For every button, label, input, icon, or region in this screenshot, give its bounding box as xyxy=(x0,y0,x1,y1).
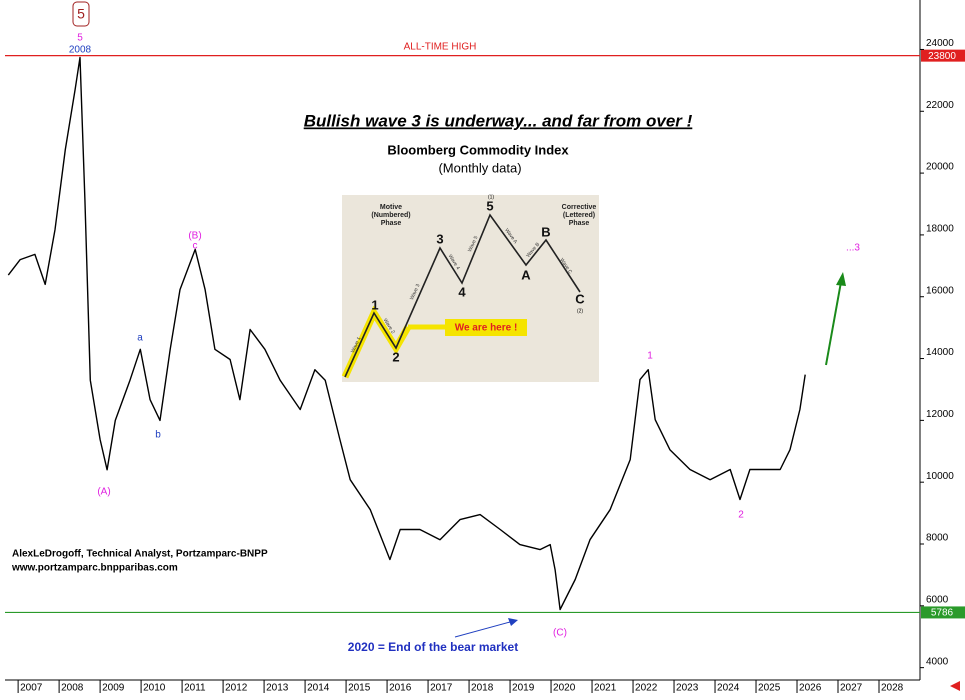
x-tick-label: 2014 xyxy=(307,683,330,694)
inset-label: (Numbered) xyxy=(371,212,410,219)
x-tick-label: 2020 xyxy=(553,683,576,694)
inset-label: (Lettered) xyxy=(563,212,595,219)
price-line xyxy=(7,56,806,611)
wave-label: a xyxy=(137,333,143,344)
wave-label: 2 xyxy=(738,510,744,521)
x-tick-label: 2021 xyxy=(594,683,617,694)
sub-label: (1) xyxy=(488,194,494,200)
author: AlexLeDrogoff, Technical Analyst, Portza… xyxy=(12,549,268,560)
inset-bg xyxy=(342,195,599,382)
x-tick-label: 2012 xyxy=(225,683,248,694)
y-tick-label: 20000 xyxy=(926,162,954,173)
price-box xyxy=(921,49,965,62)
inset-label: Phase xyxy=(381,220,402,227)
inset-label: Phase xyxy=(569,220,590,227)
x-tick-label: 2017 xyxy=(430,683,453,694)
x-tick-label: 2028 xyxy=(881,683,904,694)
wave-point: 5 xyxy=(486,198,493,213)
x-tick-label: 2013 xyxy=(266,683,289,694)
y-tick-label: 4000 xyxy=(926,656,949,667)
x-tick-label: 2027 xyxy=(840,683,863,694)
subtitle: (Monthly data) xyxy=(438,160,521,175)
y-tick-label: 18000 xyxy=(926,224,954,235)
arrow-head xyxy=(836,272,846,286)
here-label: We are here ! xyxy=(455,323,518,334)
y-tick-label: 22000 xyxy=(926,100,954,111)
website: www.portzamparc.bnpparibas.com xyxy=(11,563,178,574)
y-tick-label: 6000 xyxy=(926,594,949,605)
y-tick-label: 12000 xyxy=(926,409,954,420)
top-wave: 5 xyxy=(77,6,85,22)
wave-label: ...3 xyxy=(846,243,860,254)
price-label: 23800 xyxy=(928,51,956,62)
wave-point: 1 xyxy=(371,297,378,312)
peak-year: 2008 xyxy=(69,45,92,56)
wave-label: (B) xyxy=(188,231,201,242)
wave-point: 3 xyxy=(436,231,443,246)
wave-label: c xyxy=(193,241,198,252)
x-tick-label: 2025 xyxy=(758,683,781,694)
x-tick-label: 2015 xyxy=(348,683,371,694)
y-tick-label: 24000 xyxy=(926,38,954,49)
wave-path xyxy=(344,213,581,378)
x-tick-label: 2019 xyxy=(512,683,535,694)
y-tick-label: 16000 xyxy=(926,285,954,296)
x-tick-label: 2016 xyxy=(389,683,412,694)
bear-end-note: 2020 = End of the bear market xyxy=(348,640,518,654)
arrow xyxy=(825,281,842,366)
inset-label: Motive xyxy=(380,204,402,211)
subtitle: Bloomberg Commodity Index xyxy=(387,142,569,157)
x-tick-label: 2010 xyxy=(143,683,166,694)
chart-title: Bullish wave 3 is underway... and far fr… xyxy=(304,111,693,130)
here-box xyxy=(445,319,527,336)
inset: We are here ! Motive (Numbered) Phase Co… xyxy=(341,194,599,382)
wave-label: (C) xyxy=(553,628,567,639)
price-box xyxy=(921,606,965,619)
price-label: 5786 xyxy=(931,608,954,619)
wave-point: 2 xyxy=(392,349,399,364)
x-tick-label: 2009 xyxy=(102,683,125,694)
sub-label: (2) xyxy=(577,308,583,314)
x-tick-label: 2018 xyxy=(471,683,494,694)
x-tick-label: 2024 xyxy=(717,683,740,694)
wave-point: 4 xyxy=(458,284,466,299)
x-tick-label: 2007 xyxy=(20,683,43,694)
y-tick-label: 8000 xyxy=(926,533,949,544)
x-tick-label: 2008 xyxy=(61,683,84,694)
inset-label: Corrective xyxy=(562,204,597,211)
wave-box xyxy=(72,1,90,27)
peak-wave: 5 xyxy=(77,33,83,44)
wave-point: C xyxy=(575,291,585,306)
x-tick-label: 2022 xyxy=(635,683,658,694)
y-tick-label: 10000 xyxy=(926,471,954,482)
wave-point: A xyxy=(521,267,531,282)
x-tick-label: 2026 xyxy=(799,683,822,694)
wave-label: 1 xyxy=(647,351,653,362)
scroll-marker xyxy=(950,681,960,691)
arrow-head xyxy=(508,618,518,626)
wave-label: (A) xyxy=(97,487,110,498)
y-tick-label: 14000 xyxy=(926,347,954,358)
wave-label: b xyxy=(155,430,161,441)
arrow xyxy=(454,621,511,638)
ath-label: ALL-TIME HIGH xyxy=(404,42,477,53)
wave-point: B xyxy=(541,224,550,239)
x-tick-label: 2011 xyxy=(184,683,206,694)
x-tick-label: 2023 xyxy=(676,683,699,694)
